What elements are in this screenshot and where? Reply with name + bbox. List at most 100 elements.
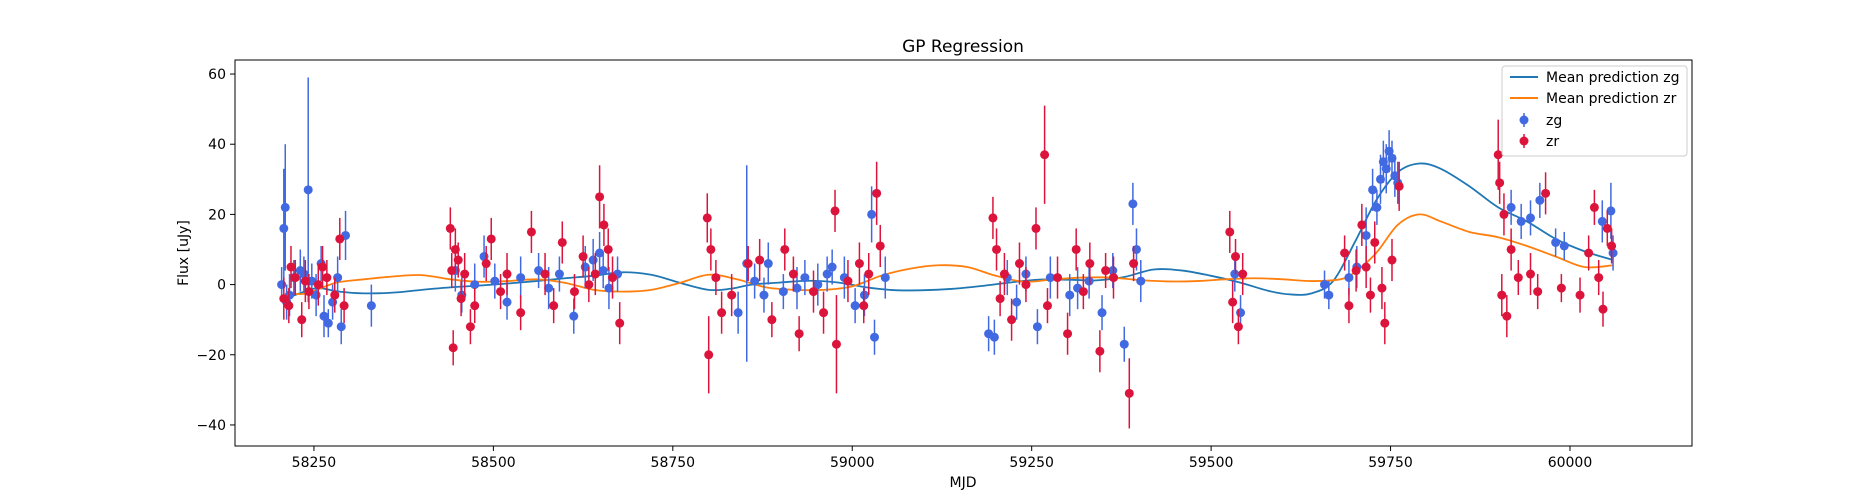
data-point [1394,181,1404,191]
data-point [1594,273,1604,283]
data-point [794,329,804,339]
data-point [1372,202,1382,212]
data-point [1344,301,1354,311]
data-point [1506,244,1516,254]
x-axis-label: MJD [950,475,977,491]
data-point [516,308,526,318]
legend-box [1501,65,1688,157]
data-point [453,255,463,265]
data-point [448,343,458,353]
data-point [872,188,882,198]
data-point [1228,297,1238,307]
data-point [366,301,376,311]
data-point [1320,280,1330,290]
y-tick-label: 60 [208,67,226,83]
data-point [808,287,818,297]
data-point [1225,227,1235,237]
data-point [603,244,613,254]
x-tick-label: 59000 [830,455,875,471]
y-tick-label: −40 [196,418,226,434]
legend-marker [1519,136,1529,146]
data-point [569,311,579,321]
y-axis-label: Flux [uJy] [176,220,192,286]
series-zr [279,105,1617,429]
data-point [604,283,614,293]
data-point [1119,339,1129,349]
data-point [1014,259,1024,269]
data-point [300,276,310,286]
data-point [1575,290,1585,300]
data-point [867,209,877,219]
data-point [1361,230,1371,240]
data-point [819,308,829,318]
data-point [336,322,346,332]
data-point [717,308,727,318]
data-point [330,290,340,300]
data-point [989,332,999,342]
data-point [1607,241,1617,251]
data-point [502,297,512,307]
data-point [1551,237,1561,247]
data-point [995,294,1005,304]
data-point [540,269,550,279]
y-tick-label: −20 [196,348,226,364]
data-point [854,259,864,269]
legend: Mean prediction zg Mean prediction zr zg… [1501,65,1688,157]
data-point [859,301,869,311]
data-point [1012,297,1022,307]
data-point [843,276,853,286]
data-point [1387,255,1397,265]
data-point [590,269,600,279]
data-point [1063,329,1073,339]
x-tick-label: 58500 [471,455,516,471]
legend-zr-point-label: zr [1546,134,1559,150]
data-point [1078,287,1088,297]
data-point [322,273,332,283]
data-point [460,269,470,279]
data-point [1238,269,1248,279]
data-point [1589,202,1599,212]
y-tick-label: 40 [208,137,226,153]
data-point [470,301,480,311]
data-point [788,269,798,279]
data-point [313,280,323,290]
data-point [992,244,1002,254]
data-point [1377,283,1387,293]
data-point [1370,237,1380,247]
data-point [1493,150,1503,160]
data-point [1497,290,1507,300]
data-point [1499,209,1509,219]
x-tick-label: 60000 [1548,455,1593,471]
plot-frame [234,59,1693,447]
data-point [1109,273,1119,283]
data-point [1351,266,1361,276]
data-point [323,318,333,328]
data-point [549,301,559,311]
data-point [303,185,313,195]
data-point [1032,322,1042,332]
y-tick-label: 0 [217,278,226,294]
data-point [767,315,777,325]
data-point [486,234,496,244]
data-point [335,234,345,244]
x-tick-label: 58250 [292,455,337,471]
data-point [850,301,860,311]
data-point [830,206,840,216]
data-point [711,273,721,283]
x-tick-label: 59750 [1368,455,1413,471]
data-point [279,294,289,304]
data-point [1357,220,1367,230]
data-point [1007,315,1017,325]
data-point [588,255,598,265]
data-point [1559,241,1569,251]
data-point [704,350,714,360]
data-point [1071,244,1081,254]
data-point [1021,280,1031,290]
data-point [595,192,605,202]
data-point [595,248,605,258]
data-point [1231,252,1241,262]
data-point [304,287,314,297]
chart-title: GP Regression [902,37,1024,57]
data-point [1495,178,1505,188]
